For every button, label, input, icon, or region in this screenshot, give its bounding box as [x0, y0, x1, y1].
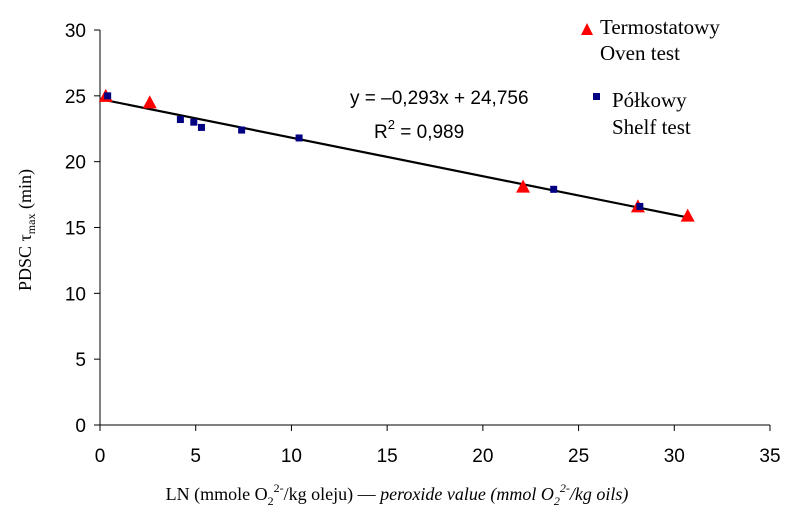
legend-shelf-line1: Półkowy: [612, 88, 687, 112]
oven-test-point: [680, 208, 695, 222]
y-tick-label: 5: [75, 350, 86, 371]
y-tick-label: 10: [65, 284, 86, 305]
shelf-test-point: [295, 134, 303, 142]
x-tick-label: 20: [472, 446, 493, 467]
legend-oven-line1: Termostatowy: [600, 15, 720, 39]
data-marks: [98, 88, 695, 222]
x-axis-label: LN (mmole O22-/kg oleju) — peroxide valu…: [166, 481, 629, 508]
shelf-test-point: [176, 116, 184, 124]
legend-oven-line2: Oven test: [600, 41, 680, 65]
y-tick-label: 30: [65, 21, 86, 42]
x-tick-label: 5: [190, 446, 201, 467]
legend-shelf-line2: Shelf test: [612, 115, 691, 139]
x-tick-label: 15: [377, 446, 398, 467]
x-tick-label: 35: [759, 446, 780, 467]
shelf-test-point: [238, 126, 246, 134]
x-tick-label: 10: [281, 446, 302, 467]
legend-triangle-marker: [581, 23, 593, 35]
shelf-test-point: [190, 118, 198, 126]
oven-test-point: [142, 95, 157, 109]
legend-square-marker: [593, 93, 600, 100]
legend: Termostatowy Oven test Półkowy Shelf tes…: [581, 15, 720, 139]
y-axis-label: PDSC τmax (min): [15, 169, 38, 291]
shelf-test-point: [636, 202, 644, 210]
trendline-equation: y = –0,293x + 24,756: [350, 88, 529, 109]
x-tick-label: 0: [95, 446, 106, 467]
trendline: [99, 97, 688, 219]
shelf-test-point: [197, 123, 205, 131]
oven-test-point: [516, 179, 531, 193]
y-tick-label: 0: [75, 416, 86, 437]
y-tick-label: 20: [65, 153, 86, 174]
shelf-test-point: [104, 92, 112, 100]
r-squared-label: R2 = 0,989: [374, 117, 464, 143]
x-tick-label: 25: [568, 446, 589, 467]
x-tick-label: 30: [664, 446, 685, 467]
y-tick-label: 15: [65, 219, 86, 240]
y-axis-ticks: 0 5 10 15 20 25 30: [65, 21, 100, 437]
y-tick-label: 25: [65, 87, 86, 108]
x-axis-ticks: 0 5 10 15 20 25 30 35: [95, 425, 781, 467]
shelf-test-point: [550, 185, 558, 193]
